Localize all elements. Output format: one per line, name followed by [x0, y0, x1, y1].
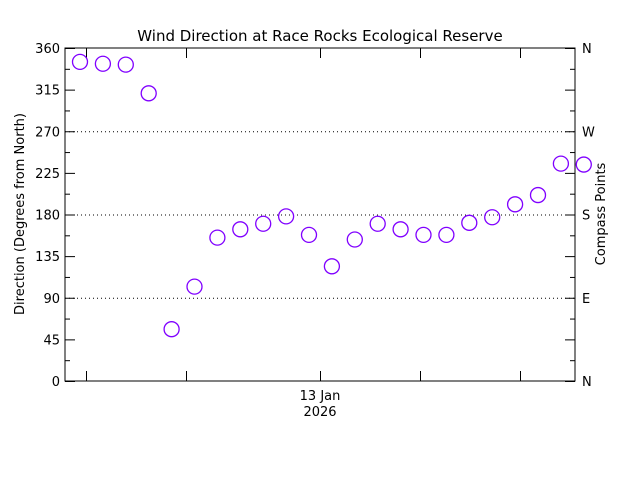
y-tick-label: 0	[52, 375, 60, 390]
data-point	[255, 215, 272, 232]
data-point	[163, 321, 180, 338]
data-point	[529, 186, 547, 204]
y-tick-label: 135	[35, 250, 60, 265]
data-point	[71, 53, 89, 71]
data-point	[575, 156, 592, 173]
data-point	[232, 221, 249, 238]
compass-tick-label: N	[582, 42, 592, 57]
grid-lines	[65, 131, 575, 299]
data-point	[506, 196, 524, 213]
data-point	[300, 226, 318, 244]
data-point	[415, 226, 432, 244]
data-point	[186, 278, 203, 295]
compass-tick-label: W	[582, 125, 595, 140]
compass-tick-label: E	[582, 292, 590, 307]
y-tick-label: 45	[43, 333, 60, 348]
y-axis-label-right: Compass Points	[594, 162, 609, 265]
y-tick-label: 270	[35, 125, 60, 140]
compass-tick-label: N	[582, 375, 592, 390]
compass-tick-label: S	[582, 209, 590, 224]
y-tick-label: 90	[43, 292, 60, 307]
chart-title: Wind Direction at Race Rocks Ecological …	[137, 27, 502, 45]
data-point	[140, 85, 157, 102]
data-point	[438, 226, 455, 244]
data-point	[209, 229, 226, 246]
axes: 0 45 90 135 180 225 270 315 360 N E S W N	[35, 42, 595, 390]
y-tick-label: 180	[35, 209, 60, 224]
x-tick-label-year: 2026	[303, 405, 336, 420]
x-tick-label-date: 13 Jan	[300, 389, 341, 404]
data-point	[117, 56, 134, 73]
data-point	[369, 215, 386, 232]
data-point	[323, 258, 341, 275]
data-points	[71, 53, 592, 338]
y-tick-label: 360	[35, 42, 60, 57]
data-point	[392, 221, 409, 238]
data-point	[346, 231, 363, 248]
data-point	[277, 208, 295, 225]
y-tick-label: 315	[35, 84, 60, 99]
y-axis-label: Direction (Degrees from North)	[13, 113, 28, 315]
data-point	[461, 214, 478, 231]
data-point	[94, 55, 112, 72]
data-point	[484, 209, 501, 226]
y-tick-label: 225	[35, 167, 60, 182]
data-point	[552, 155, 570, 172]
